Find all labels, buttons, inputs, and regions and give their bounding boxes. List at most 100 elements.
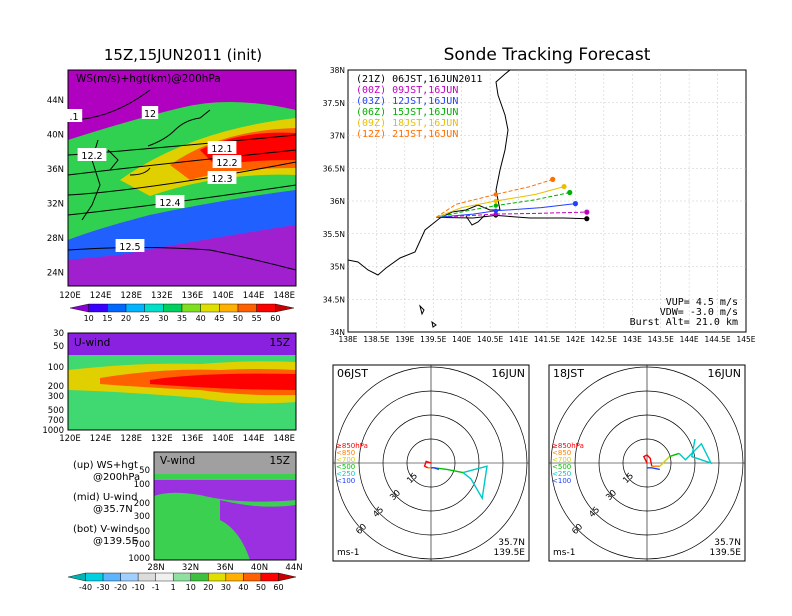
lon-tick-label: 136E xyxy=(182,291,204,301)
coastline xyxy=(81,109,211,221)
contour-label: 12 xyxy=(144,109,156,120)
track-map-legend: (21Z) 06JST,16JUN2011(00Z) 09JST,16JUN(0… xyxy=(356,74,482,140)
lon-tick-label: 141E xyxy=(509,335,528,344)
hodograph-ring xyxy=(382,414,480,512)
track-legend-entry: (09Z) 18JST,16JUN xyxy=(356,118,458,129)
burst-point xyxy=(584,216,590,222)
boso-coastline xyxy=(465,214,486,226)
lon-tick-label: 144E xyxy=(680,335,699,344)
colorbar-swatch xyxy=(107,303,127,313)
lon-tick-label: 142.5E xyxy=(591,335,617,344)
lon-tick-label: 120E xyxy=(59,291,81,301)
lon-tick-label: 142E xyxy=(566,335,585,344)
lon-tick-label: 145E xyxy=(736,335,755,344)
colorbar-swatch xyxy=(120,572,139,582)
track-map-lon-ticks: 138E 138.5E 139E 139.5E 140E 140.5E 141E 141.5E… xyxy=(338,335,755,344)
colorbar-swatch xyxy=(275,303,295,313)
colorbar-swatch xyxy=(243,572,262,582)
hodograph-segment xyxy=(678,438,713,465)
hodograph-segment xyxy=(642,454,653,467)
pressure-legend-entry: <500 xyxy=(552,463,571,471)
pressure-tick-label: 300 xyxy=(48,392,64,402)
upper-map-label: WS(m/s)+hgt(km)@200hPa xyxy=(76,73,221,85)
contour-label-box xyxy=(207,171,237,184)
track-lines xyxy=(435,176,590,222)
contour-label-box xyxy=(207,141,237,154)
pressure-legend-entry: ≥850hPa xyxy=(336,442,368,450)
colorbar-swatch xyxy=(144,303,164,313)
upper-lat-ticks: 44N 40N 36N 32N 28N 24N xyxy=(47,96,64,279)
v-wind-panel xyxy=(153,451,297,561)
colorbar-tick-label: 50 xyxy=(256,583,266,592)
v-wind-upper xyxy=(154,452,296,474)
lat-tick-label: 37.5N xyxy=(323,99,345,108)
colorbar-tick-label: 40 xyxy=(238,583,248,592)
colorbar-swatch xyxy=(225,572,244,582)
u-wind-jet xyxy=(150,373,296,390)
hodograph-segment xyxy=(462,465,488,501)
lat-tick-label: 40N xyxy=(47,131,64,141)
lon-tick-label: 138.5E xyxy=(363,335,389,344)
mid-point xyxy=(493,211,499,217)
track-legend-entry: (06Z) 15JST,16JUN xyxy=(356,107,458,118)
lat-tick-label: 34N xyxy=(330,328,345,337)
mid-point xyxy=(493,198,499,204)
colorbar-tick-label: 45 xyxy=(214,314,224,323)
track-line xyxy=(435,178,553,218)
v-wind-purple-1 xyxy=(154,480,296,502)
lat-tick-label: 44N xyxy=(47,96,64,106)
pressure-legend-entry: <700 xyxy=(336,456,355,464)
colorbar-tick-label: 35 xyxy=(177,314,187,323)
lon-tick-label: 144.5E xyxy=(704,335,730,344)
v-wind-time: 15Z xyxy=(269,455,290,467)
lat-tick-label: 28N xyxy=(47,234,64,244)
lat-tick-label: 32N xyxy=(47,200,64,210)
pressure-legend-entry: <250 xyxy=(552,470,571,478)
hodograph-unit: ms-1 xyxy=(553,548,575,558)
lon-tick-label: 124E xyxy=(90,291,112,301)
colorbar-tick-label: -30 xyxy=(97,583,110,592)
track-legend-entry: (21Z) 06JST,16JUN2011 xyxy=(356,74,482,85)
colorbar-swatch xyxy=(88,303,108,313)
lat-tick-label: 32N xyxy=(182,563,199,573)
lon-tick-label: 144E xyxy=(243,434,265,444)
hodograph-ring xyxy=(574,390,720,536)
burst-point xyxy=(584,209,590,215)
pressure-tick-label: 300 xyxy=(134,512,150,522)
v-wind-purple-2 xyxy=(220,500,296,560)
colorbar-swatch xyxy=(125,303,145,313)
legend-line: (bot) V-wind xyxy=(73,524,134,535)
contour-label-box xyxy=(212,155,242,168)
left-legend: (up) WS+hgt@200hPa (mid) U-wind@35.7N (bot… xyxy=(73,460,140,547)
pressure-tick-label: 1000 xyxy=(128,554,150,564)
hodograph-ring xyxy=(598,414,696,512)
mid-point xyxy=(493,203,499,208)
colorbar-swatch xyxy=(200,303,220,313)
lon-tick-label: 128E xyxy=(120,291,142,301)
pressure-legend-entry: <250 xyxy=(336,470,355,478)
burst-point xyxy=(567,189,573,196)
upper-map-panel xyxy=(67,69,297,287)
hodograph-location: 139.5E xyxy=(494,548,526,558)
hodograph-time: 18JST xyxy=(553,367,584,380)
hodograph-location: 35.7N xyxy=(498,538,525,548)
legend-line: (mid) U-wind xyxy=(73,492,137,503)
colorbar-swatch xyxy=(190,572,209,582)
lat-tick-label: 40N xyxy=(251,563,268,573)
lat-tick-label: 36N xyxy=(216,563,233,573)
colorbar-swatch xyxy=(102,572,121,582)
sonde-parameter: Burst Alt= 21.0 km xyxy=(630,317,738,328)
burst-point xyxy=(550,176,556,182)
lon-tick-label: 148E xyxy=(273,291,295,301)
lat-tick-label: 44N xyxy=(285,563,302,573)
hodograph-ring xyxy=(406,438,456,488)
contour-label-box xyxy=(155,195,185,208)
hodograph-ring xyxy=(622,438,672,488)
legend-line: @200hPa xyxy=(93,472,140,483)
u-wind-label: U-wind xyxy=(74,337,110,349)
lon-tick-label: 136E xyxy=(182,434,204,444)
upper-lon-ticks: 120E 124E 128E 132E 136E 140E 144E 148E xyxy=(59,291,295,301)
u-wind-lon-ticks: 120E 124E 128E 132E 136E 140E 144E 148E xyxy=(59,434,295,444)
colorbar-tick-label: 10 xyxy=(84,314,94,323)
